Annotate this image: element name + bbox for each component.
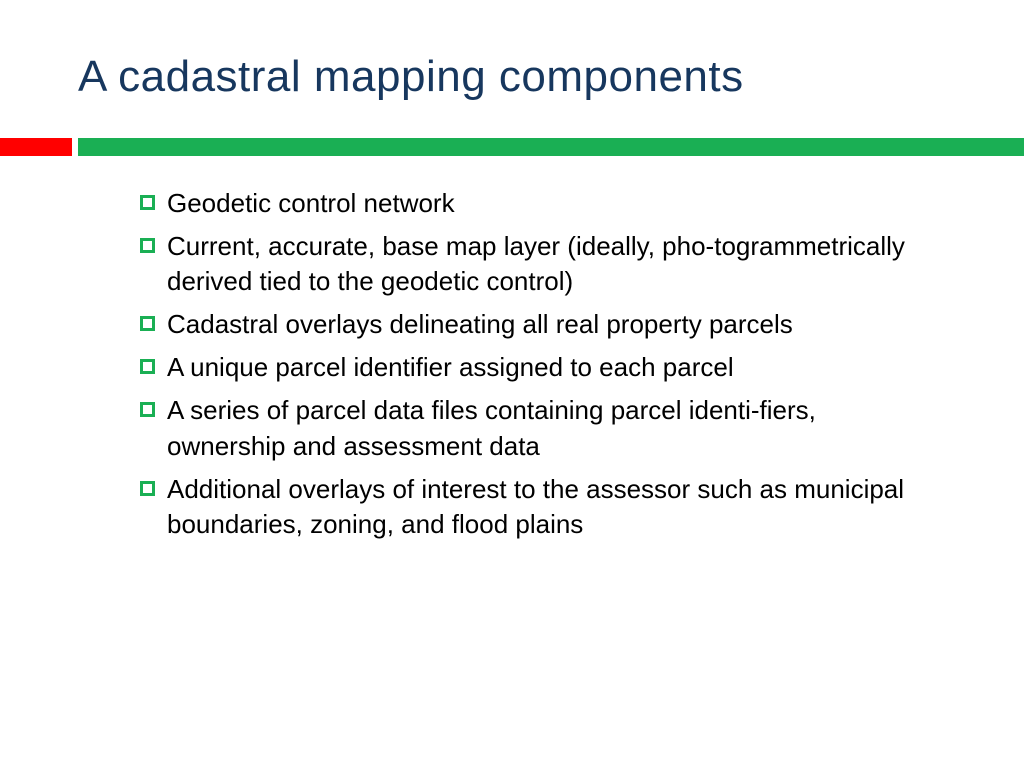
list-item-text: Cadastral overlays delineating all real … bbox=[167, 307, 793, 342]
list-item: Geodetic control network bbox=[140, 186, 940, 221]
bullet-list: Geodetic control network Current, accura… bbox=[140, 186, 940, 550]
list-item-text: Current, accurate, base map layer (ideal… bbox=[167, 229, 940, 299]
accent-bar bbox=[0, 138, 1024, 156]
list-item: A series of parcel data files containing… bbox=[140, 393, 940, 463]
list-item-text: Geodetic control network bbox=[167, 186, 455, 221]
square-bullet-icon bbox=[140, 402, 155, 417]
list-item-text: A unique parcel identifier assigned to e… bbox=[167, 350, 734, 385]
slide: A cadastral mapping components Geodetic … bbox=[0, 0, 1024, 768]
square-bullet-icon bbox=[140, 481, 155, 496]
list-item: A unique parcel identifier assigned to e… bbox=[140, 350, 940, 385]
accent-bar-green bbox=[78, 138, 1024, 156]
list-item: Current, accurate, base map layer (ideal… bbox=[140, 229, 940, 299]
square-bullet-icon bbox=[140, 238, 155, 253]
list-item: Cadastral overlays delineating all real … bbox=[140, 307, 940, 342]
slide-title: A cadastral mapping components bbox=[78, 52, 744, 102]
list-item-text: A series of parcel data files containing… bbox=[167, 393, 940, 463]
accent-bar-red bbox=[0, 138, 72, 156]
square-bullet-icon bbox=[140, 195, 155, 210]
list-item: Additional overlays of interest to the a… bbox=[140, 472, 940, 542]
square-bullet-icon bbox=[140, 359, 155, 374]
square-bullet-icon bbox=[140, 316, 155, 331]
list-item-text: Additional overlays of interest to the a… bbox=[167, 472, 940, 542]
